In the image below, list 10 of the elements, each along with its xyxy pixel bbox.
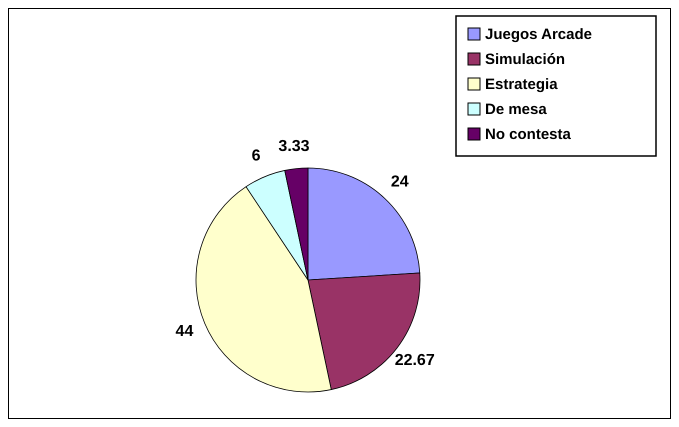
legend-label: No contesta	[485, 126, 572, 143]
legend-label: De mesa	[485, 101, 548, 118]
data-label: 24	[390, 174, 409, 191]
data-label: 3.33	[278, 138, 310, 155]
data-label: 22.67	[394, 352, 435, 370]
legend-label: Simulación	[485, 51, 566, 68]
data-label: 6	[252, 148, 261, 165]
data-label: 44	[176, 323, 194, 340]
legend-label: Juegos Arcade	[485, 26, 592, 43]
legend-label: Estrategia	[485, 76, 558, 93]
